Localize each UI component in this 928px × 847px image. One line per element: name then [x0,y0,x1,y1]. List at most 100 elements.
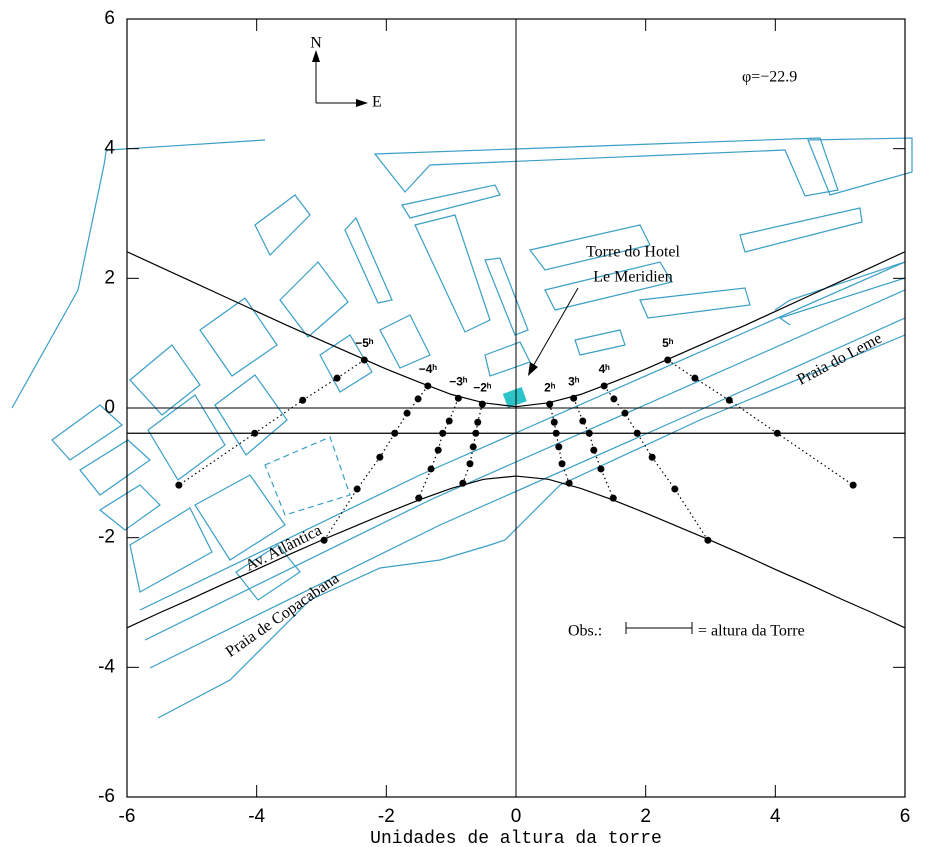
shadow-point [424,382,432,390]
shadow-point [469,443,477,451]
shadow-point [648,453,656,461]
compass-arrow [312,50,320,62]
avenue-label: Av. Atlântica [243,522,325,575]
map-block [484,257,529,336]
map-block [414,214,491,333]
coast-line [139,261,906,611]
x-tick-label: -6 [119,806,136,827]
shadow-point [454,394,462,402]
obs-label: Obs.: [568,623,602,640]
shadow-point [414,395,422,403]
map-block [129,344,201,416]
shadow-point [597,465,605,473]
shadow-point [633,429,641,437]
map-block [129,507,213,593]
shadow-point [333,374,341,382]
hour-line [418,398,459,499]
map-block [51,404,123,461]
shadow-point [434,446,442,454]
shadow-point [579,417,587,425]
shadow-point [439,429,447,437]
y-tick-label: -6 [98,786,115,807]
shadow-point [360,356,368,364]
shadow-point [391,429,399,437]
map-block [279,261,349,338]
tower-label: Torre do Hotel [586,244,681,261]
leme-label: Praia do Leme [794,330,884,389]
tower-icon [502,387,527,408]
shadow-point [445,417,453,425]
latitude: φ=−22.9 [742,69,797,86]
map-block [484,341,531,377]
map-block [79,439,151,496]
x-tick-label: 4 [770,806,781,827]
shadow-point [671,485,679,493]
y-tick-label: 2 [104,267,115,288]
shadow-point [474,418,482,426]
hour-label: −3ʰ [449,374,468,388]
x-tick-label: -4 [248,806,265,827]
shadow-point [621,409,629,417]
map-block [373,137,839,197]
map-block [807,137,913,196]
hour-line [667,359,854,486]
shadow-point [725,396,733,404]
shadow-point [552,429,560,437]
shadow-point [550,418,558,426]
shadow-point [609,494,617,502]
shadow-point [376,453,384,461]
shadow-point [570,394,578,402]
coast-line [774,261,906,311]
shadow-point [478,400,486,408]
tower-label: Le Meridien [593,269,673,286]
shadow-point [849,481,857,489]
shadow-curve [126,475,906,629]
shadow-point [175,481,183,489]
shadow-point [251,429,259,437]
shadow-point [403,409,411,417]
x-tick-label: 6 [900,806,911,827]
map-block [739,207,863,253]
shadow-point [610,395,618,403]
shadow-point [691,374,699,382]
shadow-point [459,479,467,487]
hour-line [573,398,614,499]
map-block [194,474,286,561]
shadow-point [704,536,712,544]
shadow-point [600,382,608,390]
shadow-point [555,443,563,451]
y-tick-label: -2 [98,527,115,548]
shadow-point [466,460,474,468]
hour-label: −5ʰ [355,336,374,350]
map-block [147,394,226,481]
map-block [254,194,311,257]
map-block [235,544,301,601]
shadow-point [353,485,361,493]
map-block [319,334,373,393]
shadow-curve [126,251,906,408]
shadow-point [415,494,423,502]
x-tick-label: 0 [511,806,522,827]
map-block [98,484,161,531]
shadow-point [546,400,554,408]
shadow-point [472,429,480,437]
tower-pointer [531,287,579,369]
coast-line [144,289,906,641]
coast-line [157,334,906,719]
x-tick-label: -2 [378,806,395,827]
shadow-point [320,536,328,544]
tower-pointer-head [528,362,538,376]
map-block [574,329,626,356]
hour-label: 2ʰ [544,380,556,394]
map-block-dashed [264,436,351,516]
shadow-point [773,429,781,437]
y-tick-label: 6 [104,8,115,29]
y-tick-label: -4 [98,656,115,677]
shadow-point [590,446,598,454]
x-axis-label: Unidades de altura da torre [370,829,662,847]
shadow-point [299,396,307,404]
y-tick-label: 0 [104,397,115,418]
map-outline [11,139,266,409]
y-tick-label: 4 [104,138,115,159]
shadow-point [427,465,435,473]
